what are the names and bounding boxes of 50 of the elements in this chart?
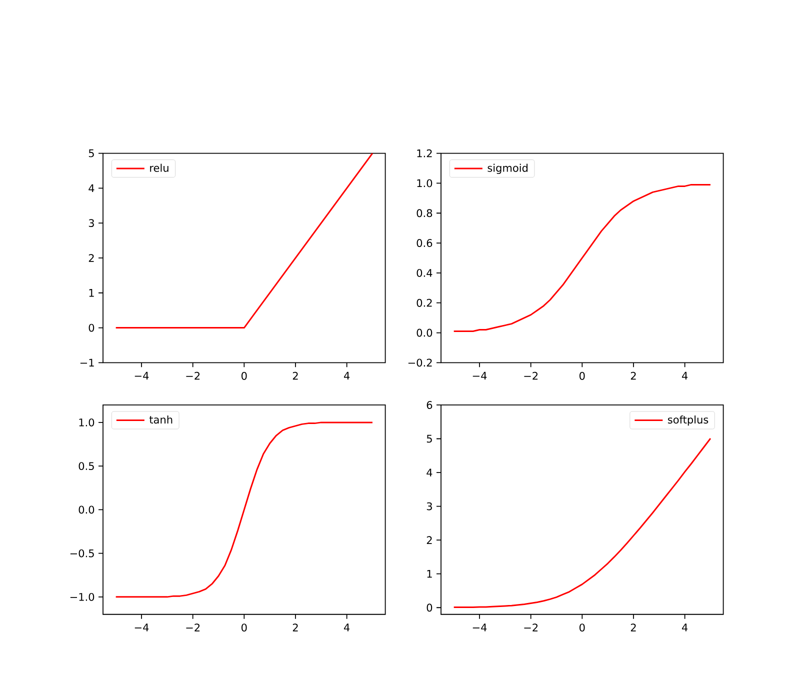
y-tick-label: 5 [426,434,432,443]
y-tick-label: −0.5 [70,549,94,558]
x-tick-label: 0 [580,624,585,632]
x-tick-label: −4 [472,624,487,632]
y-tick-label: 3 [426,502,432,510]
x-tick-label: 4 [344,624,350,632]
y-tick-label: −1.0 [70,592,94,601]
y-tick-label: 0.2 [416,298,432,307]
legend-label: sigmoid [488,164,528,174]
y-tick-label: 4 [426,468,432,476]
legend-label: tanh [149,415,172,424]
legend-label: softplus [668,415,708,426]
y-tick-label: 0.6 [416,239,432,247]
y-tick-label: 1 [427,570,432,578]
x-tick-label: 4 [344,372,350,380]
x-tick-label: 0 [242,372,247,380]
y-tick-label: 0.8 [416,209,432,218]
y-tick-label: 0.0 [78,506,94,514]
y-tick-label: 0.4 [416,268,432,277]
y-tick-label: −0.2 [408,358,432,367]
x-tick-label: 0 [580,372,585,380]
x-tick-label: −2 [524,624,538,632]
y-tick-label: 0 [426,604,432,612]
x-tick-label: −2 [186,372,200,380]
x-tick-label: 0 [242,624,247,632]
y-tick-label: 0.5 [78,462,94,470]
y-tick-label: 1.0 [417,179,432,188]
y-tick-label: 2 [88,254,94,262]
y-tick-label: 0.0 [416,328,432,337]
y-tick-label: 1 [89,289,94,297]
y-tick-label: −1 [80,358,94,367]
x-tick-label: 2 [292,372,298,380]
y-tick-label: 4 [88,184,94,192]
x-tick-label: −2 [186,624,200,632]
x-tick-label: 2 [292,624,298,632]
y-tick-label: 2 [426,536,432,544]
x-tick-label: −2 [524,372,538,380]
y-tick-label: 0 [88,324,94,332]
x-tick-label: −4 [134,624,149,632]
x-tick-label: 4 [682,624,688,632]
y-tick-label: 1.0 [79,418,94,426]
x-tick-label: 4 [682,372,688,380]
x-tick-label: 2 [630,624,636,632]
x-tick-label: 2 [630,372,636,380]
x-tick-label: −4 [472,372,487,380]
y-tick-label: 3 [88,219,94,228]
y-tick-label: 1.2 [417,149,432,158]
legend-label: relu [150,164,168,172]
y-tick-label: 5 [88,149,94,158]
y-tick-label: 6 [426,401,432,409]
